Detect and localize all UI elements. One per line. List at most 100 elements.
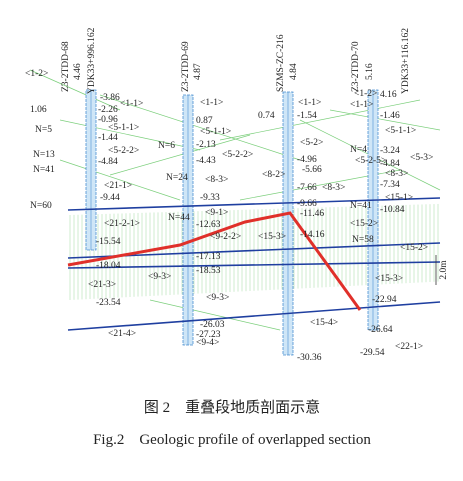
label: N=5	[35, 125, 52, 135]
borehole-id: Z3-2TDD-70	[351, 41, 361, 92]
borehole-id: SZMS-ZC-216	[276, 34, 286, 92]
label: <5-2-2>	[222, 150, 253, 160]
label: -26.64	[368, 325, 393, 335]
label: N=41	[33, 165, 55, 175]
hatch	[219, 99, 421, 141]
label: -5.66	[302, 165, 322, 175]
label: -26.03	[200, 320, 225, 330]
label: N=60	[30, 201, 52, 211]
label: -29.54	[360, 348, 385, 358]
label: N=6	[158, 141, 175, 151]
borehole-mileage: YDK33+996.162	[87, 27, 97, 94]
label: <15-3>	[258, 232, 286, 242]
label: <15-2>	[350, 219, 378, 229]
label: -17.13	[196, 252, 221, 262]
borehole-elevation: 4.84	[289, 63, 299, 80]
label: N=44	[168, 213, 190, 223]
label: <5-2-5>	[355, 156, 386, 166]
stratum-boundary	[67, 197, 441, 211]
label: <15-1>	[385, 193, 413, 203]
label: -18.53	[196, 266, 221, 276]
label: <22-1>	[395, 342, 423, 352]
borehole-elevation: 5.16	[365, 63, 375, 80]
label: -11.46	[300, 209, 324, 219]
label: <8-3>	[205, 175, 228, 185]
label: -30.36	[297, 353, 322, 363]
label: -2.26	[98, 105, 118, 115]
caption-en: Fig.2 Geologic profile of overlapped sec…	[93, 432, 371, 448]
label: -14.16	[300, 230, 325, 240]
label: 0.74	[258, 111, 275, 121]
label: <8-3>	[385, 169, 408, 179]
hatch	[329, 109, 441, 131]
label: <1-1>	[350, 100, 373, 110]
label: -1.54	[297, 111, 317, 121]
hatch	[149, 299, 281, 331]
label: -12.63	[196, 220, 221, 230]
borehole-id: Z3-2TDD-68	[61, 41, 71, 92]
hatch	[59, 159, 181, 201]
borehole-id: Z3-2TDD-69	[181, 41, 191, 92]
label: <5-1-1>	[108, 123, 139, 133]
label: N=58	[352, 235, 374, 245]
hatch	[59, 119, 201, 151]
label: <5-3>	[410, 153, 433, 163]
label: <21-2-1>	[104, 219, 140, 229]
label: -0.96	[98, 115, 118, 125]
label: -2.13	[196, 140, 216, 150]
label: <15-4>	[310, 318, 338, 328]
label: <8-2>	[262, 170, 285, 180]
label: -22.94	[372, 295, 397, 305]
label: -3.24	[380, 146, 400, 156]
label: <21-3>	[88, 280, 116, 290]
label: <5-2-2>	[108, 146, 139, 156]
label: -7.66	[297, 183, 317, 193]
stratum-boundary	[67, 301, 441, 331]
label: <8-3>	[322, 183, 345, 193]
label: 1.06	[30, 105, 47, 115]
tunnel-profile	[67, 211, 362, 311]
label: -4.84	[98, 157, 118, 167]
label: 4.16	[380, 90, 397, 100]
label: <1-2>	[354, 89, 377, 99]
label: -1.44	[98, 133, 118, 143]
scale-label: 2.0m	[439, 260, 449, 280]
caption-cn: 图 2 重叠段地质剖面示意	[144, 398, 320, 416]
label: N=4	[350, 145, 367, 155]
label: <21-1>	[104, 181, 132, 191]
label: <15-2>	[400, 243, 428, 253]
label: -10.84	[380, 205, 405, 215]
label: <1-1>	[120, 99, 143, 109]
label: <1-1>	[200, 98, 223, 108]
borehole-elevation: 4.87	[193, 63, 203, 80]
stratum-boundary	[67, 242, 441, 259]
label: <21-4>	[108, 329, 136, 339]
label: -27.23	[196, 330, 221, 340]
hatch	[99, 94, 301, 161]
label: -7.34	[380, 180, 400, 190]
label: 0.87	[196, 116, 213, 126]
label: <1-2>	[25, 69, 48, 79]
label: -15.54	[96, 237, 121, 247]
label: -18.04	[96, 261, 121, 271]
borehole-elevation: 4.46	[73, 63, 83, 80]
label: <9-4>	[196, 338, 219, 348]
label: -4.43	[196, 156, 216, 166]
borehole-mileage: YDK33+116.162	[401, 28, 411, 94]
stratum-boundary	[67, 261, 441, 269]
label: -23.54	[96, 298, 121, 308]
label: <9-3>	[206, 293, 229, 303]
label: <5-1-1>	[385, 126, 416, 136]
label: <5-1-1>	[200, 127, 231, 137]
label: -4.96	[297, 155, 317, 165]
label: -9.44	[100, 193, 120, 203]
label: N=24	[166, 173, 188, 183]
label: N=41	[350, 201, 372, 211]
hatch	[109, 134, 251, 176]
hatch	[29, 69, 121, 111]
label: -9.33	[200, 193, 220, 203]
label: <5-2>	[300, 138, 323, 148]
label: -3.86	[100, 93, 120, 103]
label: <9-1>	[205, 208, 228, 218]
